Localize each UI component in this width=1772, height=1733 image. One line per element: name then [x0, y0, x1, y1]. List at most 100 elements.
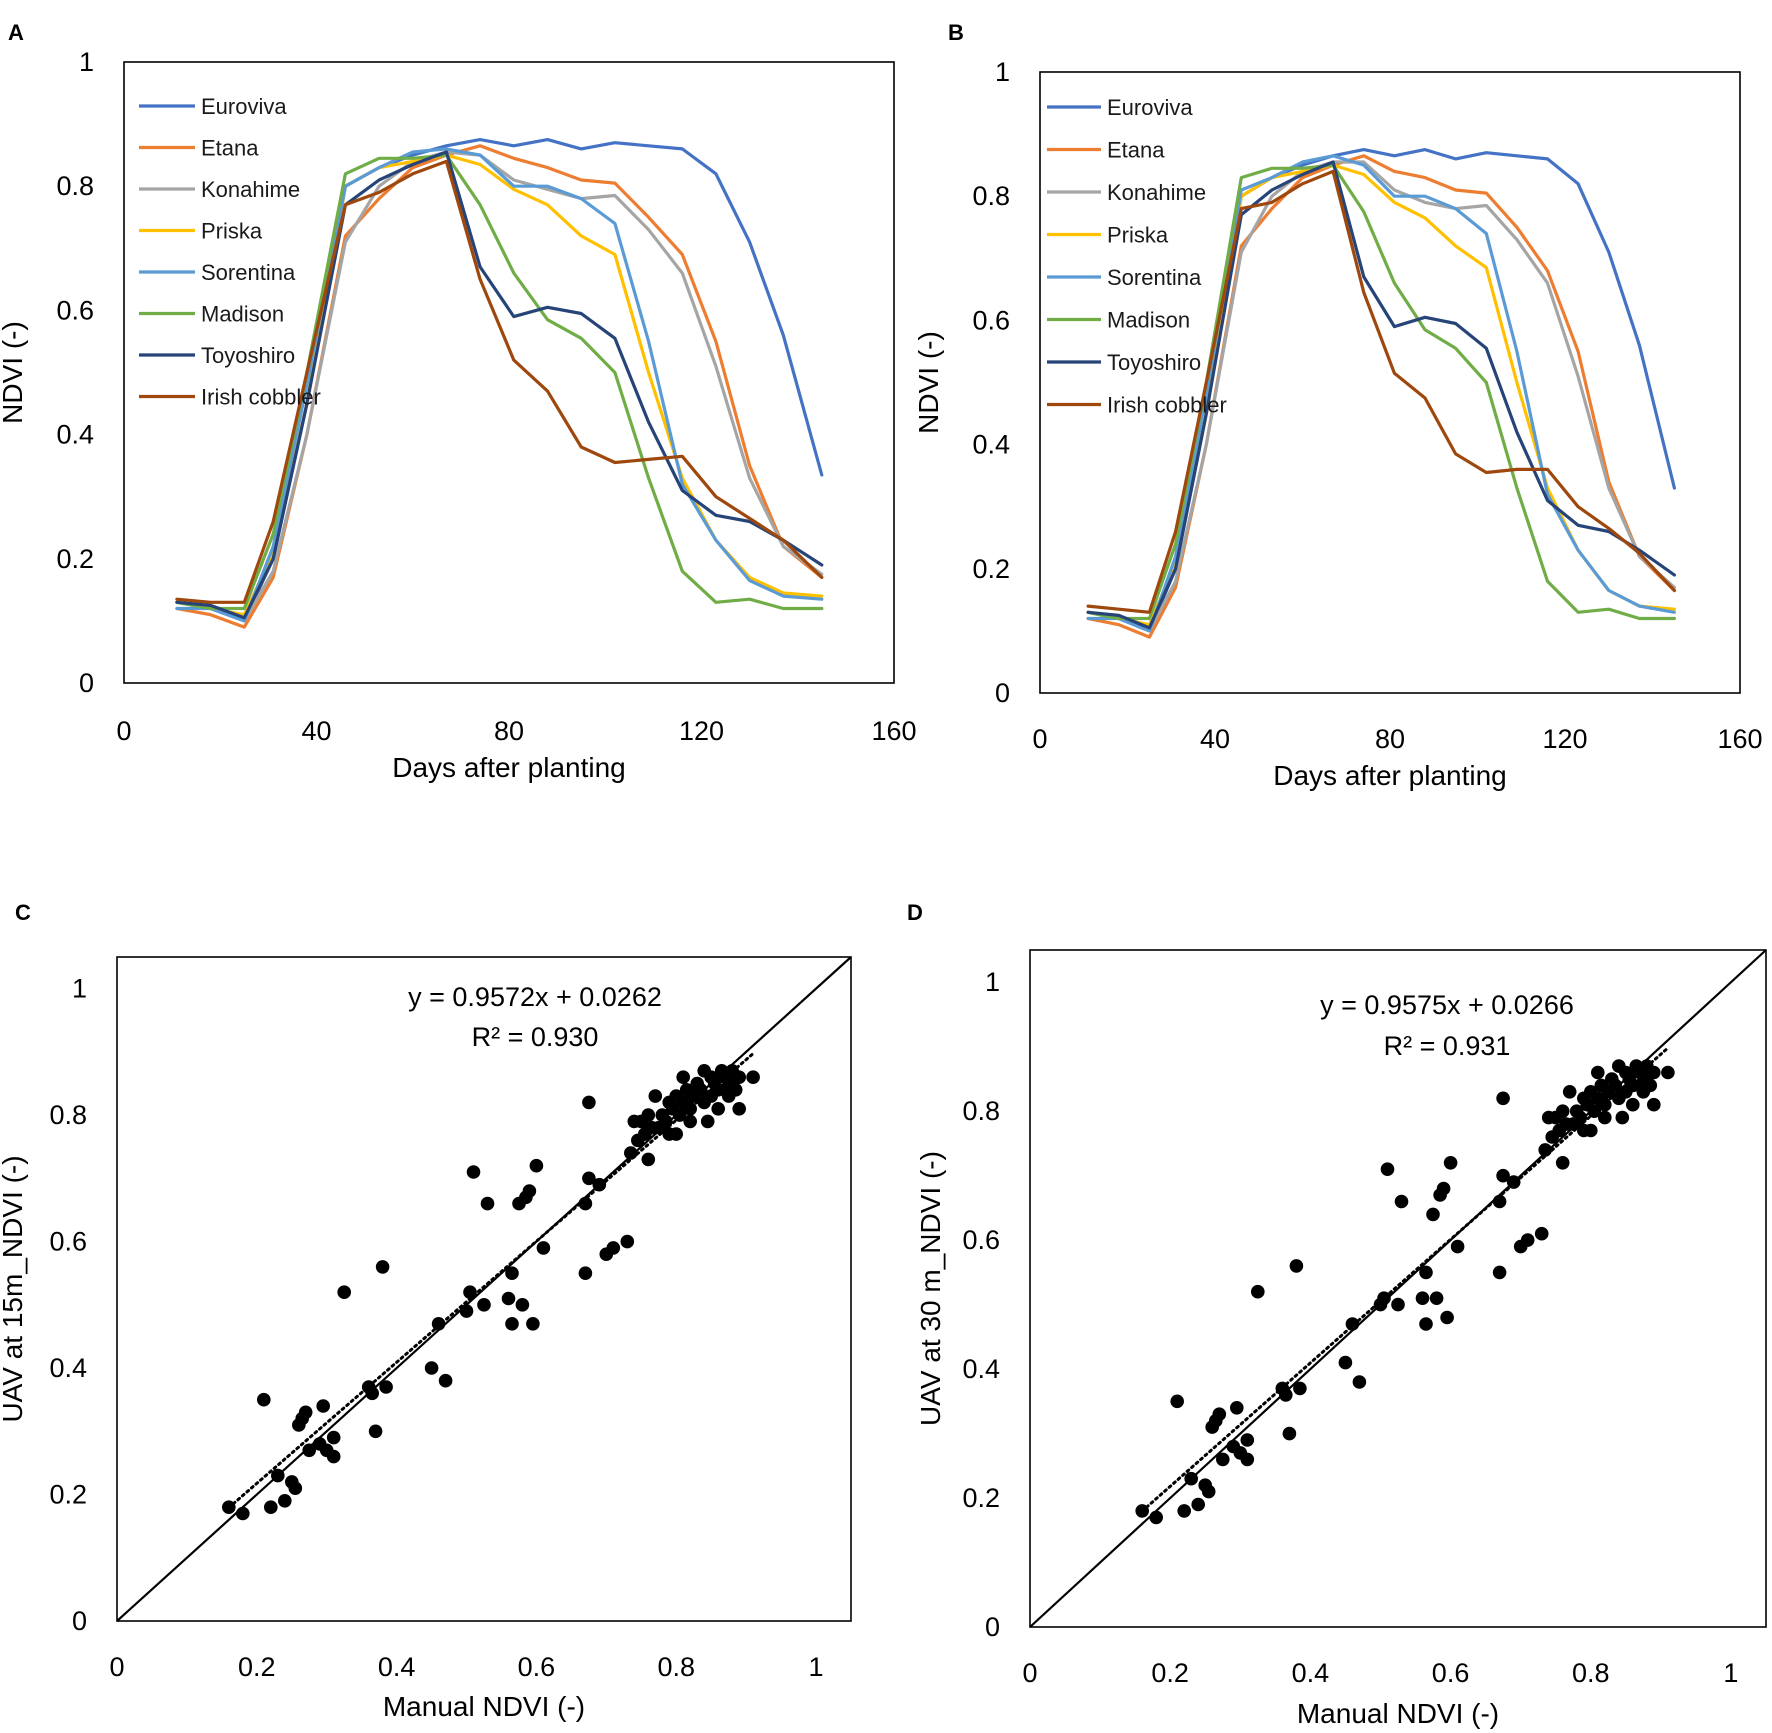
x-tick-label: 120	[679, 716, 724, 746]
legend-label: Madison	[201, 302, 284, 327]
y-axis-title: NDVI (-)	[913, 331, 944, 434]
x-tick-label: 80	[1375, 724, 1405, 754]
data-point	[271, 1468, 285, 1483]
data-point	[326, 1449, 341, 1464]
data-point	[1534, 1226, 1549, 1241]
r-squared-label: R² = 0.931	[1384, 1031, 1511, 1061]
y-tick-label: 0	[72, 1606, 87, 1636]
data-point	[728, 1083, 743, 1097]
data-point	[515, 1298, 530, 1312]
panel-c: C 0 0.2 0.4 0.6 0.8 1 0 0.2 0.4 0.6 0.8 1 Manual NDVI…	[0, 900, 852, 1722]
legend-label: Konahime	[201, 177, 300, 202]
data-point	[732, 1102, 746, 1116]
y-tick-label: 0.6	[972, 305, 1010, 335]
data-point	[1492, 1194, 1507, 1209]
panel-letter: B	[948, 20, 964, 45]
regression-line	[1140, 1046, 1670, 1513]
y-tick-label: 0.4	[56, 420, 94, 450]
data-point	[1598, 1097, 1612, 1112]
data-point	[1626, 1097, 1640, 1112]
data-point	[620, 1234, 635, 1249]
data-point	[379, 1380, 393, 1394]
x-axis-title: Days after planting	[392, 752, 625, 783]
y-tick-label: 0.6	[56, 295, 94, 325]
data-point	[424, 1361, 439, 1375]
data-point	[505, 1317, 519, 1331]
y-tick-label: 1	[985, 967, 1000, 997]
data-point	[278, 1494, 292, 1508]
data-point	[1282, 1426, 1297, 1441]
y-tick-label: 0.4	[49, 1353, 87, 1383]
series-line-konahime	[175, 150, 824, 623]
data-point	[1647, 1065, 1661, 1080]
series-line-toyoshiro	[1086, 160, 1677, 630]
data-point	[700, 1114, 715, 1129]
data-point	[1135, 1504, 1149, 1518]
data-point	[1240, 1452, 1255, 1467]
data-point	[529, 1158, 544, 1173]
data-point	[1184, 1471, 1198, 1486]
y-tick-label: 0.2	[49, 1480, 87, 1510]
data-point	[1338, 1355, 1353, 1370]
data-point	[1608, 1078, 1623, 1093]
y-tick-label: 0.8	[56, 171, 94, 201]
y-tick-label: 0.6	[962, 1225, 1000, 1255]
data-point	[711, 1102, 725, 1116]
data-point	[641, 1152, 656, 1167]
data-point	[1177, 1504, 1191, 1518]
x-tick-label: 0.4	[378, 1652, 416, 1682]
data-point	[1191, 1497, 1205, 1512]
legend-label: Sorentina	[1107, 265, 1202, 290]
data-point	[582, 1095, 596, 1110]
y-tick-label: 0.8	[972, 181, 1010, 211]
data-point	[659, 1114, 673, 1129]
data-point	[746, 1070, 760, 1084]
data-point	[641, 1108, 656, 1122]
x-tick-label: 0	[109, 1652, 124, 1682]
y-tick-label: 0.8	[49, 1100, 87, 1130]
series-line-madison	[175, 153, 824, 611]
data-point	[676, 1070, 690, 1084]
data-point	[1216, 1452, 1230, 1467]
y-tick-label: 0	[79, 668, 94, 698]
data-point	[1419, 1317, 1433, 1331]
data-point	[1506, 1175, 1521, 1189]
data-point	[288, 1481, 303, 1495]
panel-b: B 0 0.2 0.4 0.6 0.8 1 0 40 80 120 160 Days after pla…	[913, 20, 1763, 791]
data-point	[337, 1285, 352, 1299]
plot-frame	[1029, 949, 1767, 1628]
legend-label: Euroviva	[201, 94, 287, 119]
data-point	[466, 1165, 481, 1179]
x-tick-label: 0.2	[1151, 1658, 1189, 1688]
y-tick-label: 1	[79, 47, 94, 77]
data-point	[326, 1430, 341, 1445]
data-point	[648, 1089, 663, 1103]
data-point	[1419, 1265, 1433, 1280]
legend-label: Etana	[201, 136, 259, 161]
data-point	[1293, 1381, 1307, 1396]
x-tick-label: 80	[494, 716, 524, 746]
data-point	[1643, 1078, 1658, 1093]
legend-label: Toyoshiro	[1107, 350, 1201, 375]
data-point	[368, 1424, 383, 1439]
x-tick-label: 0	[1022, 1658, 1037, 1688]
data-point	[526, 1317, 540, 1331]
data-point	[1289, 1259, 1304, 1273]
data-point	[1149, 1510, 1163, 1525]
data-point	[257, 1392, 271, 1407]
legend: Euroviva Etana Konahime Priska Sorentina Madi…	[1047, 95, 1227, 418]
data-point	[683, 1114, 697, 1129]
plot-frame	[116, 956, 852, 1622]
x-tick-label: 1	[1723, 1658, 1738, 1688]
x-axis-title: Manual NDVI (-)	[1297, 1698, 1499, 1729]
data-point	[1345, 1317, 1360, 1331]
legend-label: Etana	[1107, 138, 1165, 163]
data-point	[1279, 1388, 1293, 1402]
data-point	[1201, 1484, 1216, 1499]
x-tick-label: 0.2	[238, 1652, 276, 1682]
legend: Euroviva Etana Konahime Priska Sorentina Madi…	[139, 94, 321, 410]
data-point	[1415, 1291, 1430, 1305]
y-tick-label: 0.2	[962, 1483, 1000, 1513]
data-point	[438, 1373, 453, 1388]
data-point	[732, 1070, 746, 1084]
